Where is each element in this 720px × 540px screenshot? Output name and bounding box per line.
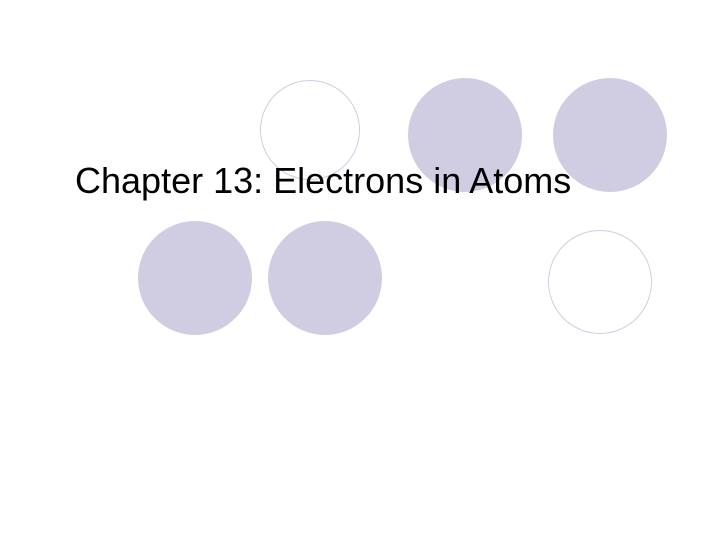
decorative-circle-6 (548, 230, 652, 334)
decorative-circle-4 (138, 221, 252, 335)
decorative-circle-5 (268, 221, 382, 335)
slide-title: Chapter 13: Electrons in Atoms (75, 160, 571, 202)
